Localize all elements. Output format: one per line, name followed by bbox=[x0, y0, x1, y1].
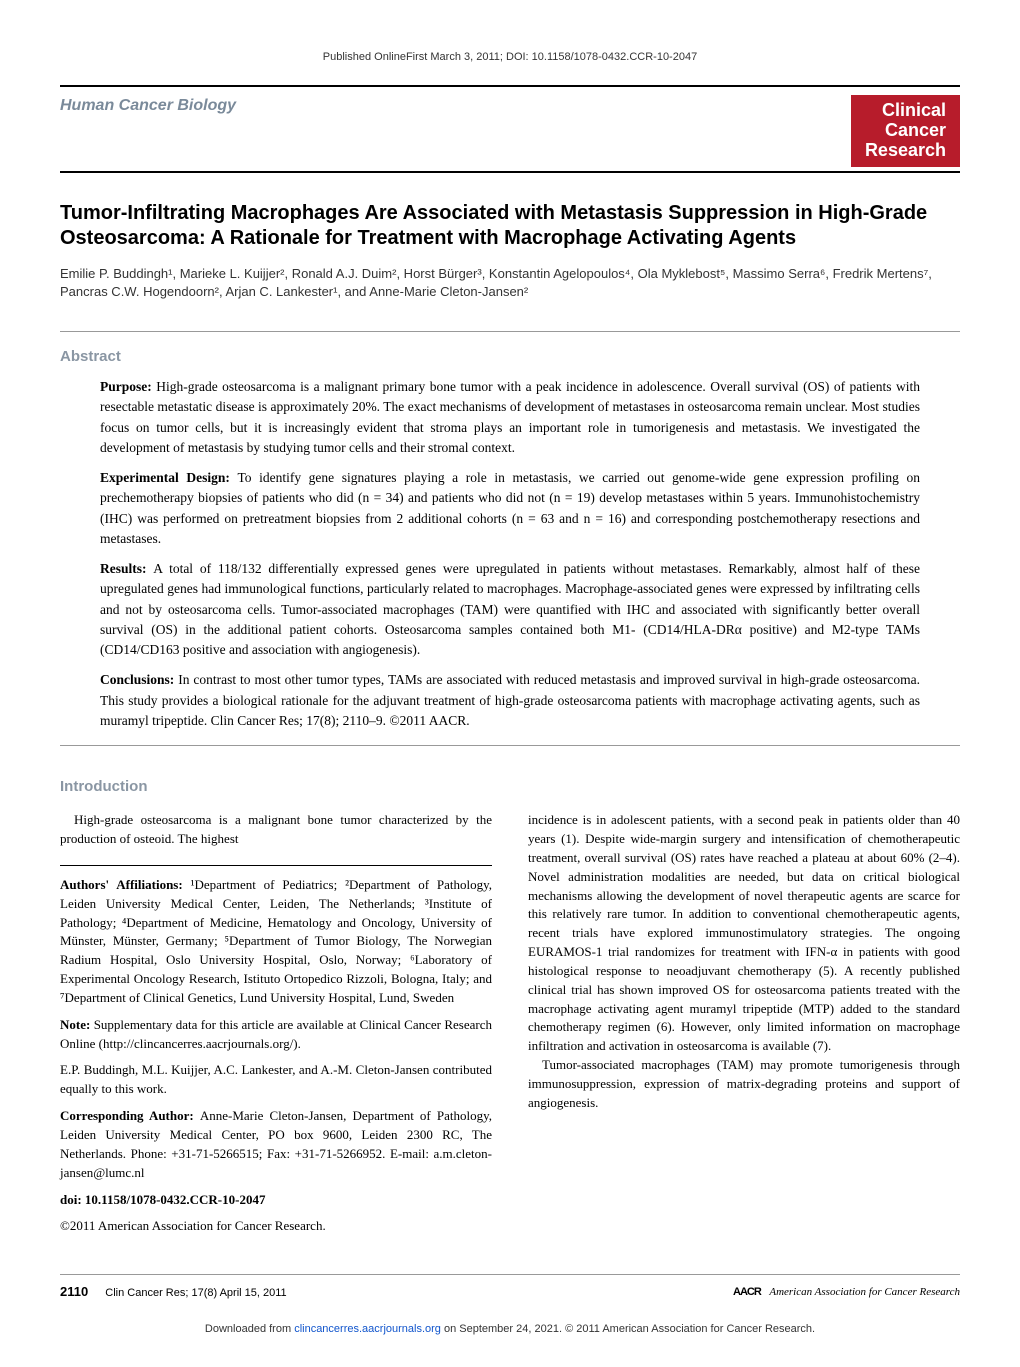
author-list: Emilie P. Buddingh¹, Marieke L. Kuijjer²… bbox=[60, 265, 960, 301]
abstract-results-label: Results: bbox=[100, 561, 153, 576]
right-column: incidence is in adolescent patients, wit… bbox=[528, 811, 960, 1244]
intro-left-p1: High-grade osteosarcoma is a malignant b… bbox=[60, 811, 492, 849]
abstract-label: Abstract bbox=[60, 346, 960, 367]
affil-text: ¹Department of Pediatrics; ²Department o… bbox=[60, 877, 492, 1005]
left-column: High-grade osteosarcoma is a malignant b… bbox=[60, 811, 492, 1244]
journal-badge-line3: Research bbox=[865, 141, 946, 161]
abstract-purpose-label: Purpose: bbox=[100, 379, 156, 394]
intro-right-p1: incidence is in adolescent patients, wit… bbox=[528, 811, 960, 1056]
page-number: 2110 bbox=[60, 1284, 88, 1299]
footer-left: 2110 Clin Cancer Res; 17(8) April 15, 20… bbox=[60, 1283, 287, 1301]
abstract-body: Purpose: High-grade osteosarcoma is a ma… bbox=[100, 377, 920, 731]
affil-label: Authors' Affiliations: bbox=[60, 877, 191, 892]
dl-prefix: Downloaded from bbox=[205, 1323, 294, 1335]
dl-suffix: on September 24, 2021. © 2011 American A… bbox=[441, 1323, 815, 1335]
publication-meta: Published OnlineFirst March 3, 2011; DOI… bbox=[60, 50, 960, 65]
page-footer: 2110 Clin Cancer Res; 17(8) April 15, 20… bbox=[60, 1274, 960, 1301]
abstract-conclusions: In contrast to most other tumor types, T… bbox=[100, 672, 920, 728]
section-name: Human Cancer Biology bbox=[60, 95, 236, 117]
affiliations-box: Authors' Affiliations: ¹Department of Pe… bbox=[60, 865, 492, 1236]
doi-text: doi: 10.1158/1078-0432.CCR-10-2047 bbox=[60, 1191, 492, 1210]
two-column-layout: High-grade osteosarcoma is a malignant b… bbox=[60, 811, 960, 1244]
abstract-purpose: High-grade osteosarcoma is a malignant p… bbox=[100, 379, 920, 455]
journal-badge-line2: Cancer bbox=[865, 121, 946, 141]
journal-badge: Clinical Cancer Research bbox=[851, 95, 960, 166]
note-label: Note: bbox=[60, 1017, 94, 1032]
footer-citation: Clin Cancer Res; 17(8) April 15, 2011 bbox=[105, 1287, 286, 1299]
intro-right-p2: Tumor-associated macrophages (TAM) may p… bbox=[528, 1056, 960, 1113]
abstract-rule-top bbox=[60, 331, 960, 332]
abstract-design-label: Experimental Design: bbox=[100, 470, 237, 485]
rule-mid bbox=[60, 171, 960, 173]
aacr-logo-text: AACR bbox=[733, 1286, 761, 1298]
contrib-text: E.P. Buddingh, M.L. Kuijjer, A.C. Lankes… bbox=[60, 1061, 492, 1099]
abstract-results: A total of 118/132 differentially expres… bbox=[100, 561, 920, 657]
footer-right: AACR American Association for Cancer Res… bbox=[733, 1285, 960, 1300]
corresponding-label: Corresponding Author: bbox=[60, 1108, 200, 1123]
abstract-rule-bottom bbox=[60, 745, 960, 746]
rule-top bbox=[60, 85, 960, 87]
aacr-assoc-text: American Association for Cancer Research bbox=[769, 1286, 960, 1298]
article-title: Tumor-Infiltrating Macrophages Are Assoc… bbox=[60, 201, 960, 251]
journal-badge-line1: Clinical bbox=[865, 101, 946, 121]
note-text: Supplementary data for this article are … bbox=[60, 1017, 492, 1051]
download-note: Downloaded from clincancerres.aacrjourna… bbox=[60, 1322, 960, 1337]
introduction-label: Introduction bbox=[60, 776, 960, 797]
abstract-conclusions-label: Conclusions: bbox=[100, 672, 178, 687]
copyright-text: ©2011 American Association for Cancer Re… bbox=[60, 1217, 492, 1236]
dl-link[interactable]: clincancerres.aacrjournals.org bbox=[294, 1323, 441, 1335]
